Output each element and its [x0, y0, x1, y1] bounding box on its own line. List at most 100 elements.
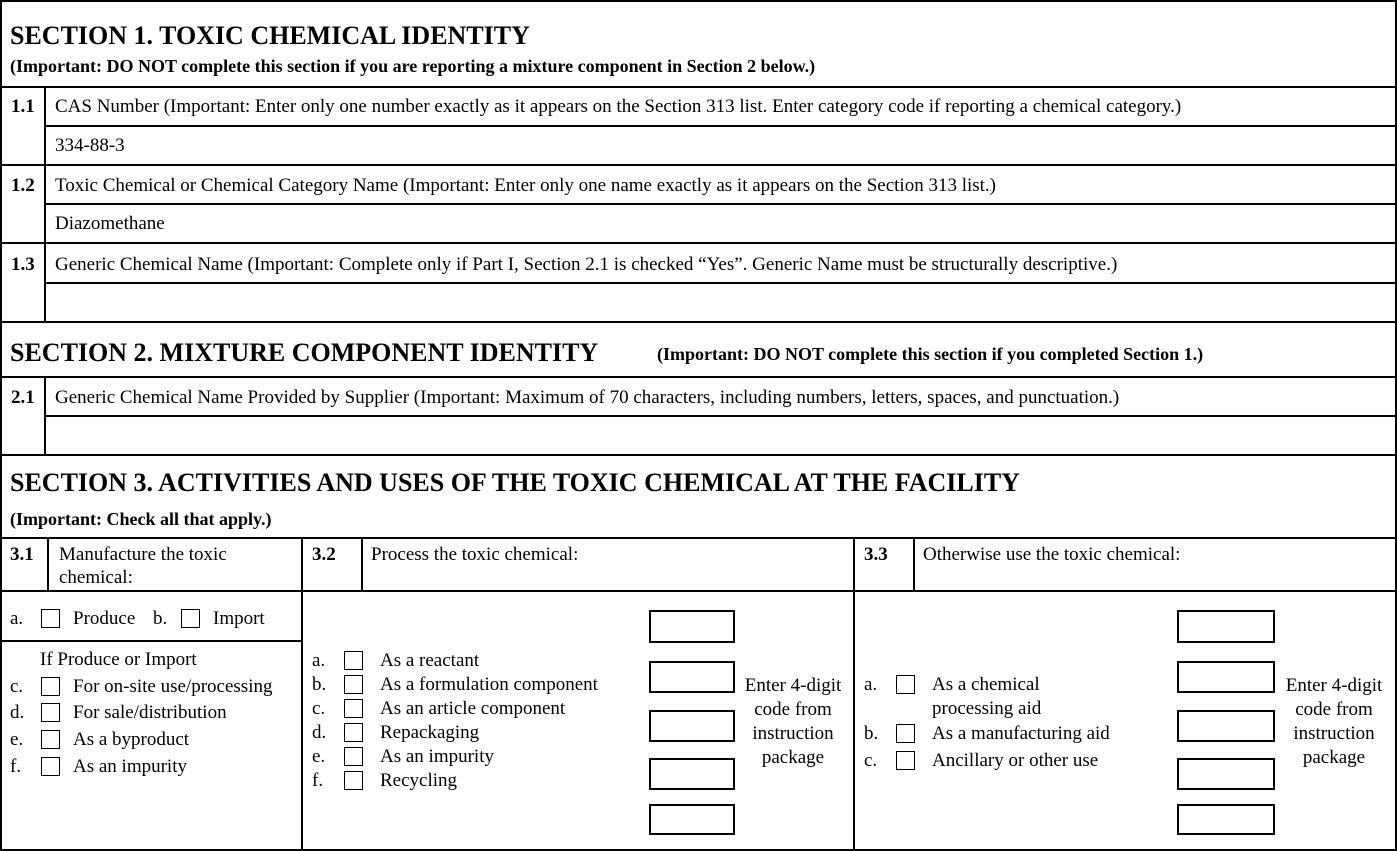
item-label: As a formulation component	[380, 674, 598, 695]
divider	[0, 590, 1397, 592]
otherwise-use-option-checkbox[interactable]	[896, 675, 915, 694]
s33-code-note: Enter 4-digit code from instruction pack…	[1275, 674, 1393, 770]
item-label: As a manufacturing aid	[932, 723, 1110, 744]
divider	[45, 282, 1397, 284]
border-left	[0, 0, 2, 851]
import-checkbox[interactable]	[181, 609, 200, 628]
divider	[44, 376, 46, 455]
process-code-box[interactable]	[649, 610, 735, 643]
border-right	[1395, 0, 1397, 851]
divider	[0, 164, 1397, 166]
item-label: As an impurity	[73, 756, 187, 777]
item-letter: c.	[312, 698, 326, 719]
section2-note: (Important: DO NOT complete this section…	[657, 344, 1204, 364]
border-bottom	[0, 849, 1397, 851]
produce-letter: a.	[10, 608, 24, 629]
divider	[47, 537, 49, 591]
process-code-box[interactable]	[649, 710, 735, 742]
divider	[0, 537, 1397, 539]
otherwise-use-code-box[interactable]	[1177, 710, 1275, 742]
field-1-3-label: Generic Chemical Name (Important: Comple…	[55, 254, 1118, 275]
code-note-line: package	[1302, 747, 1366, 768]
divider	[0, 86, 1397, 88]
divider	[44, 86, 46, 322]
otherwise-use-code-box[interactable]	[1177, 804, 1275, 835]
process-option-checkbox[interactable]	[344, 651, 363, 670]
code-note-line: instruction	[1293, 723, 1375, 744]
item-letter: b.	[864, 723, 879, 744]
code-note-line: instruction	[752, 723, 834, 744]
process-option-checkbox[interactable]	[344, 723, 363, 742]
section3-note: (Important: Check all that apply.)	[10, 509, 272, 529]
field-3-2-number: 3.2	[312, 544, 336, 565]
item-label: As a byproduct	[73, 729, 190, 750]
item-label: Ancillary or other use	[932, 750, 1099, 771]
divider	[45, 125, 1397, 127]
field-1-1-label: CAS Number (Important: Enter only one nu…	[55, 96, 1182, 117]
item-letter: a.	[312, 650, 326, 671]
item-letter: d.	[312, 722, 327, 743]
item-label: As an impurity	[380, 746, 494, 767]
process-code-box[interactable]	[649, 661, 735, 693]
field-2-1-label: Generic Chemical Name Provided by Suppli…	[55, 387, 1120, 408]
item-letter: c.	[10, 676, 24, 697]
item-letter: a.	[864, 674, 878, 695]
cas-number-input[interactable]	[47, 127, 1395, 164]
manufacture-option-checkbox[interactable]	[41, 757, 60, 776]
process-code-box[interactable]	[649, 758, 735, 790]
item-label: Recycling	[380, 770, 458, 791]
otherwise-use-code-box[interactable]	[1177, 610, 1275, 643]
otherwise-use-option-checkbox[interactable]	[896, 724, 915, 743]
item-label: As an article component	[380, 698, 566, 719]
produce-label: Produce	[73, 608, 136, 629]
code-note-line: package	[761, 747, 825, 768]
item-letter: f.	[312, 770, 324, 791]
chemical-name-input[interactable]	[47, 205, 1395, 242]
divider	[45, 415, 1397, 417]
item-letter: c.	[864, 750, 878, 771]
field-1-1-number: 1.1	[11, 96, 35, 117]
section3-title: SECTION 3. ACTIVITIES AND USES OF THE TO…	[10, 468, 1020, 497]
divider	[913, 537, 915, 591]
item-letter: e.	[10, 729, 24, 750]
otherwise-use-code-box[interactable]	[1177, 758, 1275, 790]
otherwise-use-code-box[interactable]	[1177, 661, 1275, 693]
otherwise-use-option-checkbox[interactable]	[896, 751, 915, 770]
field-1-2-label: Toxic Chemical or Chemical Category Name…	[55, 175, 997, 196]
item-label: As a chemical	[932, 674, 1040, 695]
divider	[0, 376, 1397, 378]
generic-chemical-name-input[interactable]	[47, 284, 1395, 321]
item-label: Repackaging	[380, 722, 480, 743]
process-option-checkbox[interactable]	[344, 675, 363, 694]
divider	[45, 203, 1397, 205]
code-note-line: code from	[1295, 699, 1373, 720]
manufacture-option-checkbox[interactable]	[41, 677, 60, 696]
section2-title: SECTION 2. MIXTURE COMPONENT IDENTITY	[10, 338, 599, 367]
section1-title: SECTION 1. TOXIC CHEMICAL IDENTITY	[10, 21, 530, 50]
divider	[853, 537, 855, 851]
code-note-line: code from	[754, 699, 832, 720]
code-note-line: Enter 4-digit	[1285, 675, 1383, 696]
field-3-3-number: 3.3	[864, 544, 888, 565]
manufacture-option-checkbox[interactable]	[41, 703, 60, 722]
field-3-3-label: Otherwise use the toxic chemical:	[923, 544, 1181, 565]
item-label: For on-site use/processing	[73, 676, 273, 697]
process-code-box[interactable]	[649, 804, 735, 835]
field-1-3-number: 1.3	[11, 254, 35, 275]
divider	[301, 537, 303, 851]
supplier-generic-name-input[interactable]	[47, 417, 1395, 454]
item-label-continued: processing aid	[932, 698, 1042, 719]
divider	[0, 242, 1397, 244]
divider	[0, 454, 1397, 456]
if-produce-or-import-label: If Produce or Import	[40, 649, 197, 670]
field-3-2-label: Process the toxic chemical:	[371, 544, 579, 565]
item-letter: e.	[312, 746, 326, 767]
section1-note: (Important: DO NOT complete this section…	[10, 56, 816, 76]
process-option-checkbox[interactable]	[344, 771, 363, 790]
process-option-checkbox[interactable]	[344, 699, 363, 718]
item-letter: b.	[312, 674, 327, 695]
process-option-checkbox[interactable]	[344, 747, 363, 766]
border-top	[0, 0, 1397, 2]
produce-checkbox[interactable]	[41, 609, 60, 628]
manufacture-option-checkbox[interactable]	[41, 730, 60, 749]
